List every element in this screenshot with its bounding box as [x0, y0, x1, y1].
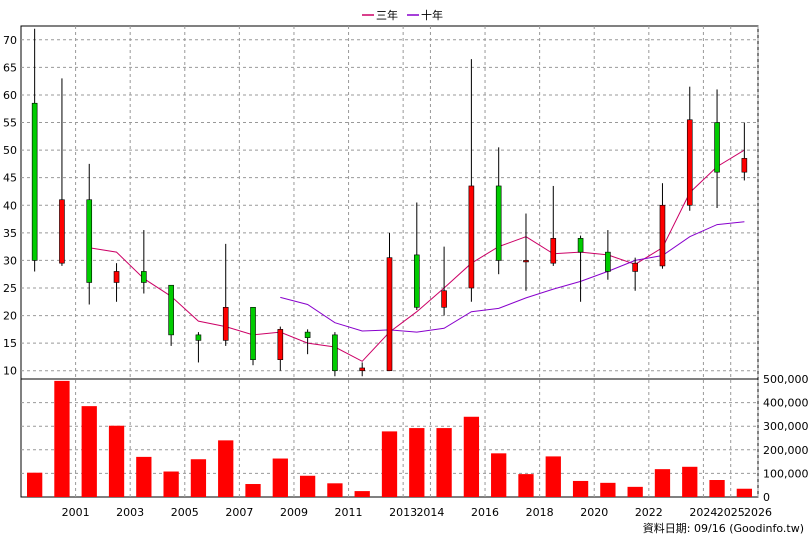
candle-body [577, 238, 584, 253]
price-tick-label: 65 [3, 61, 17, 74]
price-tick-label: 55 [3, 117, 17, 130]
volume-tick-label: 400,000 [763, 397, 808, 410]
candle-body [31, 102, 38, 261]
volume-bar [108, 425, 125, 497]
price-tick-label: 20 [3, 310, 17, 323]
price-tick-label: 45 [3, 172, 17, 185]
candles [31, 28, 748, 377]
candle-body [714, 122, 720, 173]
candle-body [550, 238, 557, 264]
volume-tick-label: 300,000 [763, 420, 808, 433]
candle-body [113, 271, 120, 283]
volume-tick-label: 0 [763, 491, 770, 504]
candle-body [659, 204, 666, 267]
candle-body [86, 199, 93, 283]
volume-bar [190, 459, 207, 497]
candle-body [523, 260, 529, 263]
candle-body [332, 334, 338, 372]
year-axis: 2001 2003 2005 2007 2009 2011 2013 2014 2016 2018… [62, 506, 772, 519]
price-tick-label: 25 [3, 282, 17, 295]
volume-bar [409, 428, 425, 497]
volume-bar [27, 472, 43, 497]
volume-bar [54, 380, 70, 497]
volume-bar [709, 480, 725, 497]
volume-bar [327, 483, 343, 497]
price-tick-label: 50 [3, 144, 17, 157]
price-tick-label: 10 [3, 365, 17, 378]
volume-bar [491, 453, 507, 497]
candle-body [359, 367, 366, 372]
volume-bar [381, 431, 398, 497]
candle-body [441, 290, 447, 308]
year-tick-label: 2007 [225, 506, 253, 519]
volume-bar [436, 428, 452, 497]
volume-bar [627, 486, 643, 497]
volume-bars [27, 380, 752, 497]
year-tick-label: 2018 [526, 506, 554, 519]
legend: 三年 十年 [362, 8, 443, 22]
legend-ma3-label: 三年 [376, 8, 398, 22]
year-tick-label: 2013 [389, 506, 417, 519]
year-tick-label: 2001 [62, 506, 90, 519]
candle-body [605, 251, 611, 272]
year-tick-label: 2024 [689, 506, 717, 519]
volume-bar [218, 440, 234, 497]
candle-body [277, 329, 284, 360]
candle-body [632, 262, 638, 272]
price-axis: 10 15 20 25 30 35 40 45 50 55 60 65 70 [3, 34, 17, 378]
candle-body [741, 158, 748, 173]
candle-body [195, 334, 202, 341]
volume-bar [736, 488, 752, 497]
volume-bar [572, 480, 589, 497]
legend-ma10-label: 十年 [421, 8, 443, 22]
candle-body [495, 185, 502, 261]
volume-bar [463, 416, 480, 497]
candle-body [168, 284, 174, 336]
volume-bar [682, 466, 698, 497]
price-tick-label: 70 [3, 34, 17, 47]
volume-bar [518, 474, 534, 497]
volume-bar [136, 456, 152, 497]
year-tick-label: 2011 [335, 506, 363, 519]
year-tick-label: 2014 [416, 506, 444, 519]
candle-body [141, 271, 147, 283]
price-tick-label: 35 [3, 227, 17, 240]
candle-body [413, 254, 420, 308]
candle-body [686, 119, 693, 206]
year-tick-label: 2016 [471, 506, 499, 519]
price-tick-label: 15 [3, 337, 17, 350]
price-tick-label: 30 [3, 254, 17, 267]
candle-body [222, 306, 229, 341]
year-tick-label: 2005 [171, 506, 199, 519]
year-tick-label: 2009 [280, 506, 308, 519]
candle-body [386, 257, 393, 372]
year-tick-label: 2026 [744, 506, 772, 519]
year-tick-label: 2003 [116, 506, 144, 519]
candle-body [468, 185, 475, 289]
volume-bar [545, 456, 561, 497]
source-date-label: 資料日期: 09/16 (Goodinfo.tw) [643, 521, 804, 535]
candle-body [304, 331, 311, 338]
volume-bar [245, 484, 261, 497]
ma10-line [280, 221, 745, 333]
price-tick-label: 40 [3, 199, 17, 212]
volume-axis: 0 100,000 200,000 300,000 400,000 500,000 [763, 373, 808, 504]
volume-bar [600, 482, 616, 497]
volume-tick-label: 100,000 [763, 467, 808, 480]
volume-bar [654, 469, 671, 497]
price-tick-label: 60 [3, 89, 17, 102]
volume-tick-label: 500,000 [763, 373, 808, 386]
volume-bar [272, 458, 288, 497]
volume-bar [163, 471, 179, 497]
volume-tick-label: 200,000 [763, 444, 808, 457]
volume-bar [299, 475, 316, 497]
candle-body [59, 199, 65, 264]
year-tick-label: 2022 [635, 506, 663, 519]
volume-bar [354, 491, 370, 497]
year-tick-label: 2025 [717, 506, 745, 519]
volume-bar [81, 406, 97, 497]
year-tick-label: 2020 [580, 506, 608, 519]
candle-body [250, 306, 256, 360]
